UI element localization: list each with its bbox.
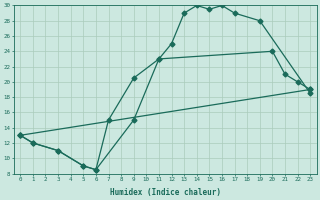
X-axis label: Humidex (Indice chaleur): Humidex (Indice chaleur) [110,188,221,197]
